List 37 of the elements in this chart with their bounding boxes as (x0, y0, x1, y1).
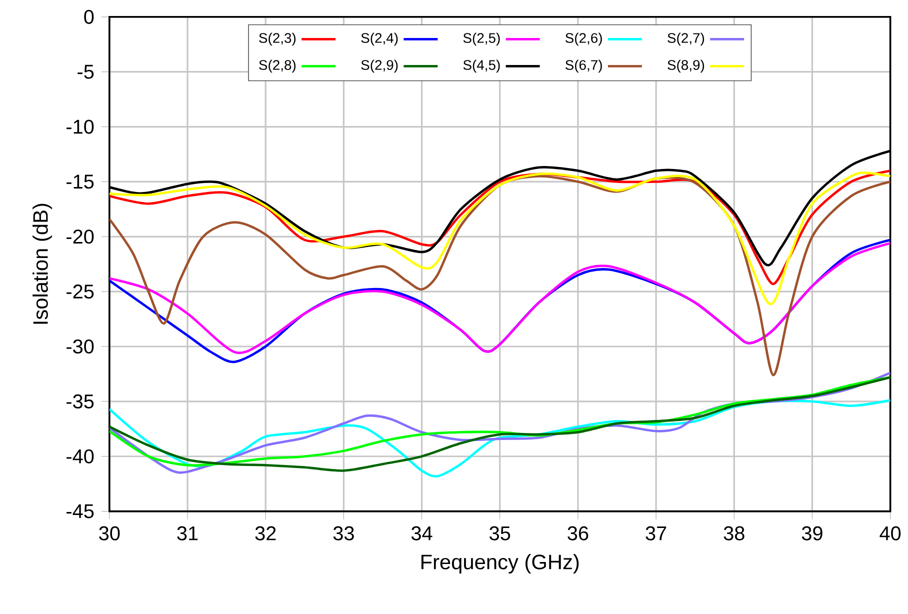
y-tick-label: -25 (66, 284, 94, 299)
y-tick-label: -35 (66, 394, 94, 409)
x-tick-label: 30 (99, 526, 120, 540)
line-series (109, 399, 890, 478)
x-tick-label: 36 (568, 526, 588, 540)
line-series (109, 175, 890, 376)
y-tick-label: -10 (66, 120, 94, 134)
legend-label: S(2,3) (259, 32, 296, 46)
y-tick-label: -30 (66, 340, 94, 354)
legend-label: S(6,7) (565, 60, 602, 73)
legend-label: S(2,4) (361, 32, 398, 46)
y-tick-label: -5 (78, 65, 94, 79)
y-tick-label: -40 (66, 449, 94, 464)
legend-label: S(2,5) (463, 32, 500, 46)
x-tick-label: 35 (490, 526, 510, 540)
x-tick-label: 40 (880, 526, 901, 540)
x-tick-label: 39 (802, 526, 822, 540)
line-series (109, 172, 890, 305)
x-tick-label: 31 (177, 526, 198, 540)
y-tick-label: -45 (66, 504, 94, 518)
x-axis-title: Frequency (GHz) (421, 554, 579, 574)
line-series (109, 170, 890, 286)
x-tick-label: 37 (646, 526, 666, 540)
y-tick-label: 0 (84, 10, 94, 24)
x-tick-label: 38 (724, 526, 744, 540)
y-tick-label: -15 (66, 174, 94, 189)
legend-label: S(2,7) (668, 32, 704, 46)
legend-label: S(8,9) (668, 60, 704, 73)
x-tick-label: 34 (411, 526, 432, 540)
legend-label: S(2,9) (361, 60, 398, 73)
legend-label: S(2,6) (565, 32, 602, 46)
y-axis-title: Isolation (dB) (32, 204, 52, 324)
legend-label: S(2,8) (259, 60, 296, 73)
y-tick-label: -20 (66, 230, 94, 244)
x-tick-label: 32 (255, 526, 276, 540)
legend-label: S(4,5) (463, 60, 500, 73)
x-tick-label: 33 (333, 526, 354, 540)
